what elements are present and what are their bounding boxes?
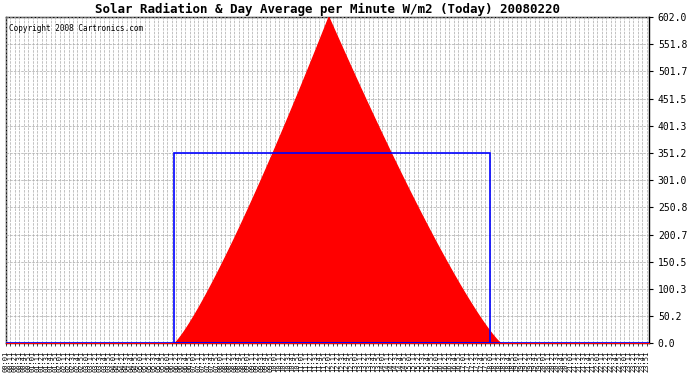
Text: Copyright 2008 Cartronics.com: Copyright 2008 Cartronics.com [9, 24, 143, 33]
Title: Solar Radiation & Day Average per Minute W/m2 (Today) 20080220: Solar Radiation & Day Average per Minute… [95, 3, 560, 16]
Bar [174, 153, 490, 344]
